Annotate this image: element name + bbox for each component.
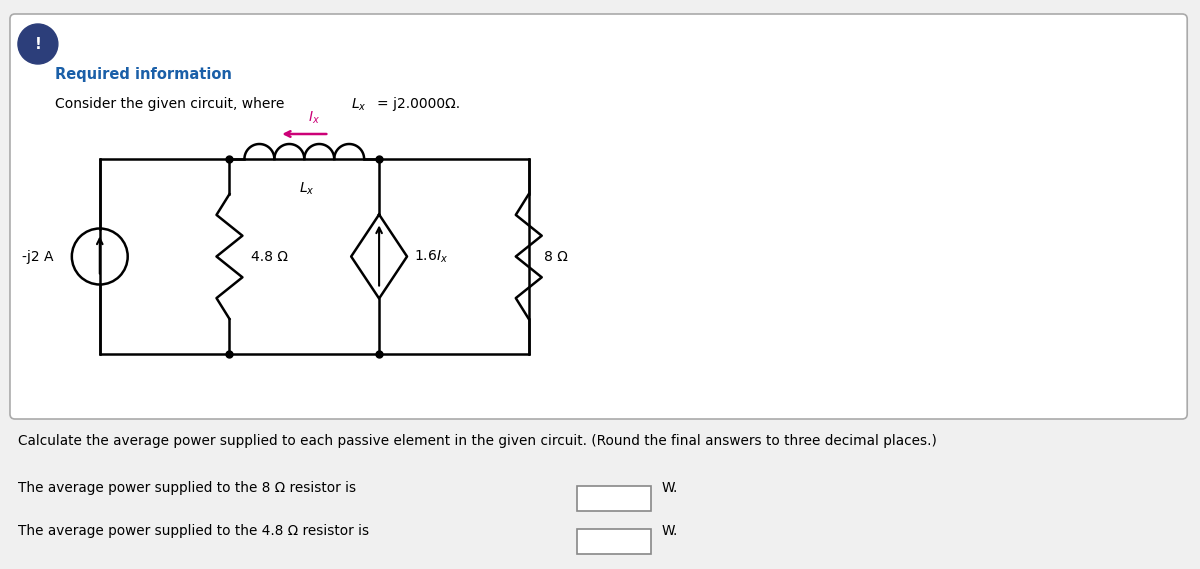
Text: W.: W.: [661, 524, 678, 538]
Text: 8 Ω: 8 Ω: [544, 249, 568, 263]
Text: 1.6$I_x$: 1.6$I_x$: [414, 248, 448, 265]
FancyBboxPatch shape: [10, 14, 1187, 419]
Text: The average power supplied to the 4.8 Ω resistor is: The average power supplied to the 4.8 Ω …: [18, 524, 370, 538]
Text: -j2 A: -j2 A: [22, 249, 54, 263]
Text: Required information: Required information: [55, 67, 232, 82]
FancyBboxPatch shape: [577, 529, 652, 554]
Text: = j2.0000Ω.: = j2.0000Ω.: [377, 97, 461, 111]
Text: $L_x$: $L_x$: [300, 181, 316, 197]
Text: $I_x$: $I_x$: [308, 110, 320, 126]
Circle shape: [18, 24, 58, 64]
Text: !: !: [35, 36, 41, 52]
Text: 4.8 Ω: 4.8 Ω: [252, 249, 288, 263]
Text: The average power supplied to the 8 Ω resistor is: The average power supplied to the 8 Ω re…: [18, 481, 356, 495]
Text: Consider the given circuit, where: Consider the given circuit, where: [55, 97, 289, 111]
Text: $L_x$: $L_x$: [352, 97, 367, 113]
Text: W.: W.: [661, 481, 678, 495]
FancyBboxPatch shape: [577, 486, 652, 511]
Text: Calculate the average power supplied to each passive element in the given circui: Calculate the average power supplied to …: [18, 434, 937, 448]
